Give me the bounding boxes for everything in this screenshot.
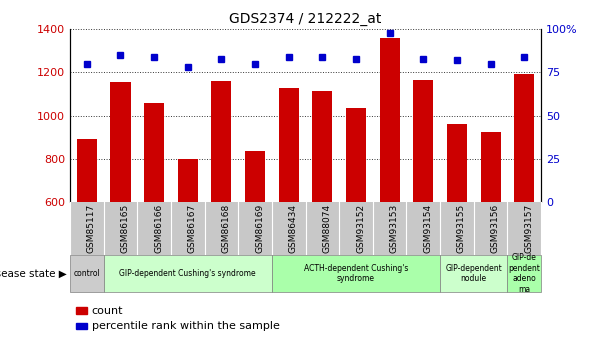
Bar <box>480 132 501 202</box>
Bar <box>144 103 164 202</box>
Text: control: control <box>74 269 100 278</box>
Text: count: count <box>92 306 123 315</box>
Text: GIP-dependent
nodule: GIP-dependent nodule <box>446 264 502 283</box>
Text: ACTH-dependent Cushing's
syndrome: ACTH-dependent Cushing's syndrome <box>304 264 408 283</box>
Text: GSM93156: GSM93156 <box>491 204 500 253</box>
Text: GSM93153: GSM93153 <box>390 204 399 253</box>
Text: GSM85117: GSM85117 <box>87 204 95 253</box>
Bar <box>178 159 198 202</box>
Bar <box>245 151 265 202</box>
Title: GDS2374 / 212222_at: GDS2374 / 212222_at <box>229 11 382 26</box>
Bar <box>379 38 399 202</box>
Text: GSM86167: GSM86167 <box>188 204 197 253</box>
Text: GIP-de
pendent
adeno
ma: GIP-de pendent adeno ma <box>508 253 541 294</box>
Bar <box>413 80 434 202</box>
Text: GSM93154: GSM93154 <box>423 204 432 253</box>
Text: GIP-dependent Cushing's syndrome: GIP-dependent Cushing's syndrome <box>119 269 256 278</box>
Text: GSM86434: GSM86434 <box>289 204 298 253</box>
Text: GSM86169: GSM86169 <box>255 204 264 253</box>
Text: GSM93157: GSM93157 <box>524 204 533 253</box>
Bar <box>77 139 97 202</box>
Text: GSM93155: GSM93155 <box>457 204 466 253</box>
Bar <box>447 124 467 202</box>
Text: GSM88074: GSM88074 <box>322 204 331 253</box>
Text: GSM86168: GSM86168 <box>221 204 230 253</box>
Bar <box>346 108 366 202</box>
Bar <box>110 82 131 202</box>
Bar <box>278 88 299 202</box>
Bar <box>313 91 333 202</box>
Bar <box>211 81 232 202</box>
Text: percentile rank within the sample: percentile rank within the sample <box>92 321 280 331</box>
Text: GSM93152: GSM93152 <box>356 204 365 253</box>
Text: disease state ▶: disease state ▶ <box>0 268 67 278</box>
Text: GSM86166: GSM86166 <box>154 204 163 253</box>
Bar <box>514 73 534 202</box>
Text: GSM86165: GSM86165 <box>120 204 130 253</box>
